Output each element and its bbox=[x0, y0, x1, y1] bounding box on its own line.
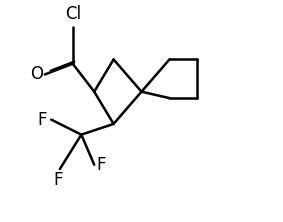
Text: F: F bbox=[97, 156, 106, 174]
Text: F: F bbox=[37, 111, 47, 129]
Text: Cl: Cl bbox=[65, 5, 81, 23]
Text: F: F bbox=[53, 171, 63, 189]
Text: O: O bbox=[30, 65, 43, 83]
